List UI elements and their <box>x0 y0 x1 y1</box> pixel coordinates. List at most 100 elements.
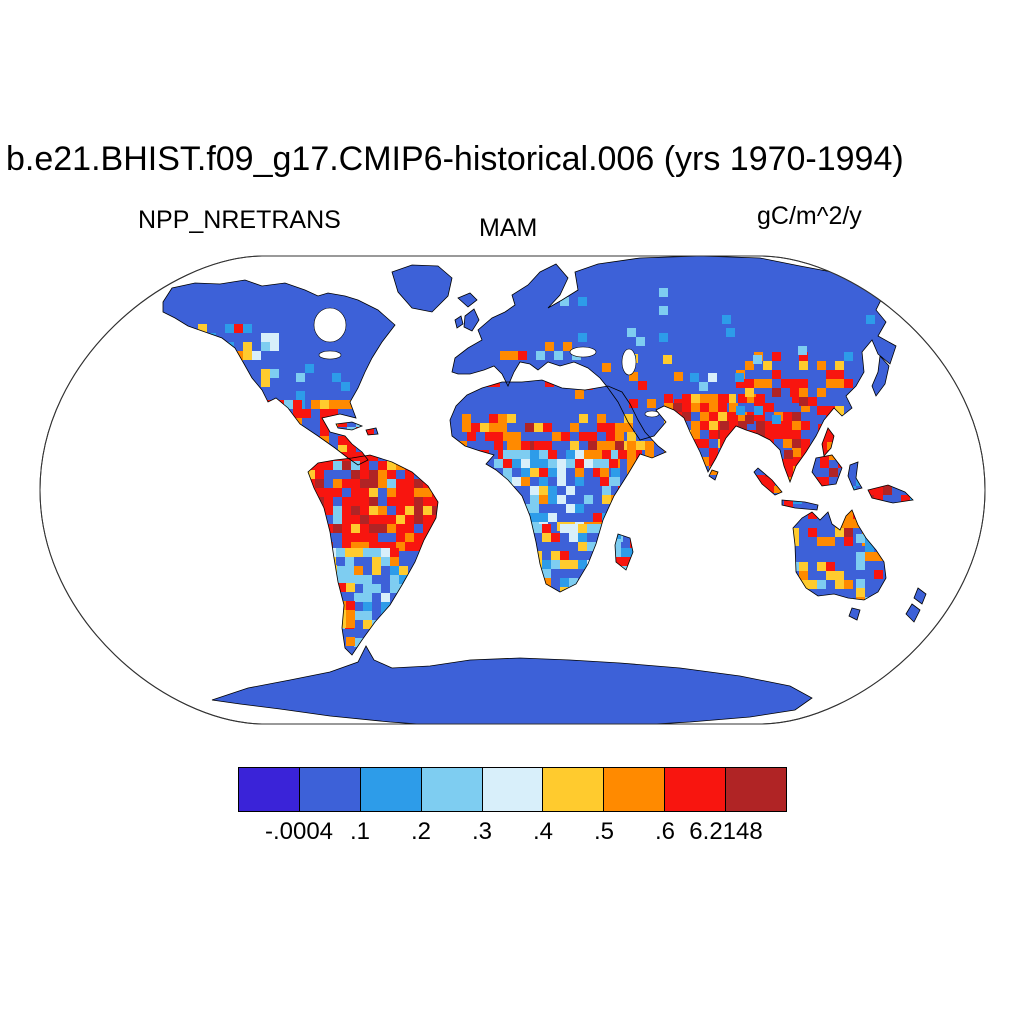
grid-cell <box>673 403 682 412</box>
grid-cell <box>338 436 347 445</box>
grid-cell <box>735 373 744 382</box>
grid-cell <box>390 557 399 566</box>
grid-cell <box>390 584 399 593</box>
grid-cell <box>530 495 539 504</box>
grid-cell <box>467 432 476 441</box>
grid-cell <box>874 486 883 495</box>
grid-cell <box>756 421 765 430</box>
grid-cell <box>414 533 423 542</box>
grid-cell <box>518 351 527 360</box>
australia-coastline <box>792 509 887 601</box>
hispaniola-coastline <box>365 427 379 436</box>
grid-cell <box>587 542 596 551</box>
grid-cell <box>243 351 252 360</box>
grid-cell <box>597 441 606 450</box>
grid-cell <box>600 468 609 477</box>
grid-cell <box>548 495 557 504</box>
season-label: MAM <box>479 214 538 242</box>
grid-cell <box>602 486 611 495</box>
grid-cell <box>729 421 738 430</box>
grid-cell <box>615 423 624 432</box>
grid-cell <box>378 479 387 488</box>
grid-cell <box>539 450 548 459</box>
grid-cell <box>691 394 700 403</box>
grid-cell <box>423 506 432 515</box>
grid-cell <box>720 430 729 439</box>
grid-cell <box>578 542 587 551</box>
grid-cell <box>745 361 754 370</box>
grid-cell <box>462 414 471 423</box>
grid-cell <box>396 506 405 515</box>
grid-cell <box>578 533 587 542</box>
grid-cell <box>799 361 808 370</box>
grid-cell <box>342 506 351 515</box>
grid-cell <box>874 570 883 579</box>
grid-cell <box>808 580 817 589</box>
iceland-coastline <box>457 292 478 308</box>
grid-cell <box>512 432 521 441</box>
grid-cell <box>498 423 507 432</box>
grid-cell <box>826 370 835 379</box>
grid-cell <box>615 441 624 450</box>
grid-cell <box>765 430 774 439</box>
grid-cell <box>369 515 378 524</box>
grid-cell <box>560 524 569 533</box>
new-zealand-north-coastline <box>913 587 927 605</box>
grid-cell <box>621 557 630 566</box>
grid-cell <box>542 569 551 578</box>
grid-cell <box>405 524 414 533</box>
grid-cell <box>720 421 729 430</box>
grid-cell <box>337 583 346 592</box>
grid-cell <box>844 510 853 519</box>
grid-cell <box>600 477 609 486</box>
grid-cell <box>866 315 875 324</box>
grid-cell <box>774 484 783 493</box>
grid-cell <box>612 548 621 557</box>
grid-cell <box>494 441 503 450</box>
grid-cell <box>387 524 396 533</box>
grid-cell <box>835 528 844 537</box>
grid-cell <box>593 513 602 522</box>
grid-cell <box>332 373 341 382</box>
grid-cell <box>575 504 584 513</box>
grid-cell <box>378 506 387 515</box>
south-america-coastline <box>307 454 439 656</box>
grid-cell <box>360 479 369 488</box>
grid-cell <box>378 470 387 479</box>
grid-cell <box>333 488 342 497</box>
grid-cell <box>560 560 569 569</box>
grid-cell <box>602 450 611 459</box>
grid-cell <box>808 510 817 519</box>
grid-cell <box>659 288 668 297</box>
grid-cell <box>551 560 560 569</box>
grid-cell <box>342 542 351 551</box>
map-content <box>162 256 927 724</box>
grid-cell <box>772 415 781 424</box>
grid-cell <box>542 524 551 533</box>
grid-cell <box>369 524 378 533</box>
eurasia-coastline <box>451 256 897 484</box>
grid-cell <box>593 468 602 477</box>
philippines-islands-coastline <box>821 427 835 457</box>
grid-cell <box>817 562 826 571</box>
grid-cell <box>856 588 865 597</box>
plot-title: b.e21.BHIST.f09_g17.CMIP6-historical.006… <box>6 140 904 178</box>
new-zealand-south-coastline <box>905 603 921 623</box>
grid-cell <box>784 459 793 468</box>
grid-cell <box>756 412 765 421</box>
grid-cell <box>365 427 374 436</box>
grid-cell <box>827 433 836 442</box>
grid-cell <box>709 412 718 421</box>
grid-cell <box>874 552 883 561</box>
grid-cell <box>543 423 552 432</box>
grid-cell <box>609 459 618 468</box>
grid-cell <box>844 580 853 589</box>
grid-cell <box>351 488 360 497</box>
grid-cell <box>354 548 363 557</box>
grid-cell <box>387 542 396 551</box>
grid-cell <box>336 566 345 575</box>
grid-cell <box>615 432 624 441</box>
grid-cell <box>542 533 551 542</box>
grid-cell <box>351 515 360 524</box>
